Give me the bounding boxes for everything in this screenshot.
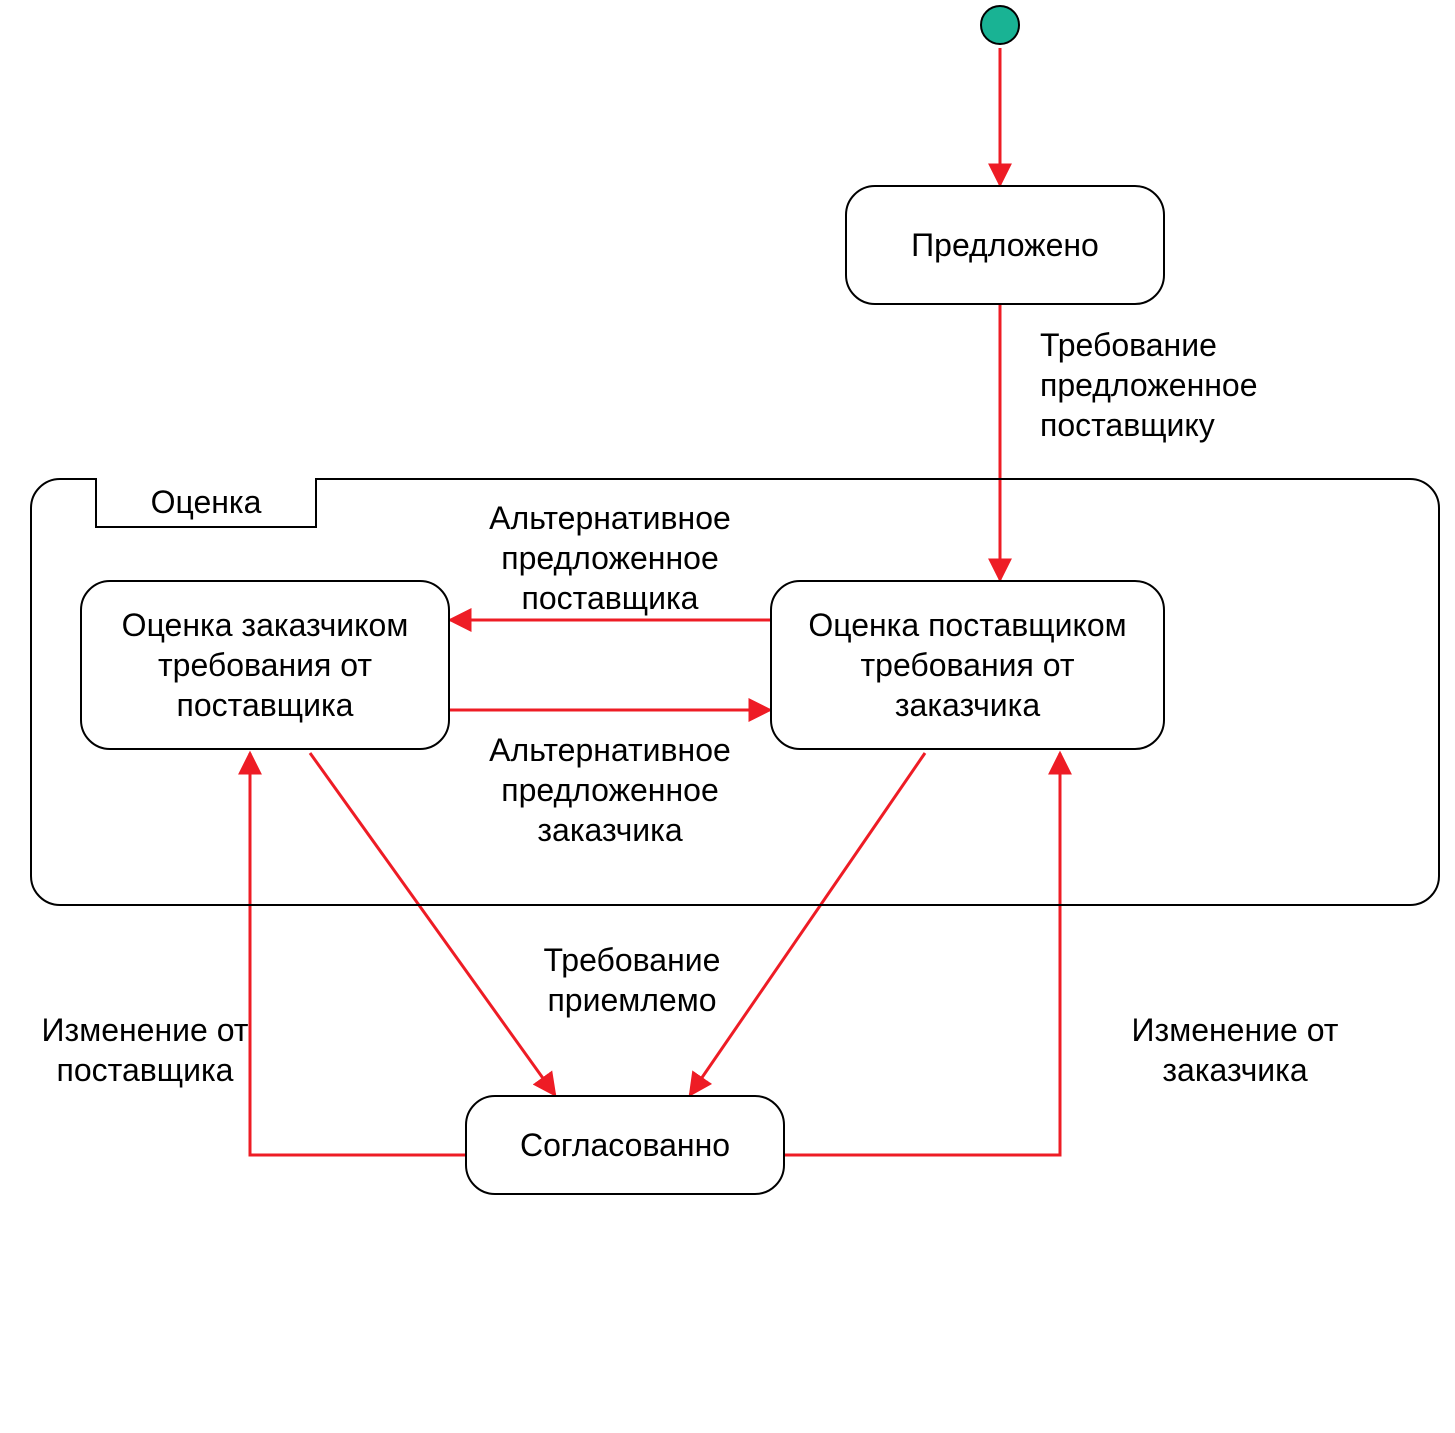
evaluation-container-tab: Оценка [95,478,317,528]
edge-label-e_supp_agreed: Требованиеприемлемо [544,940,721,1020]
state-diagram: Оценка Предложено Оценка заказчикомтребо… [0,0,1455,1433]
node-eval-customer: Оценка заказчикомтребования отпоставщика [80,580,450,750]
edge-label-e_cust_supp: Альтернативноепредложенноезаказчика [489,730,731,850]
evaluation-container-label: Оценка [151,484,262,521]
edge-label-e_supp_cust: Альтернативноепредложенноепоставщика [489,498,731,618]
node-eval-supplier-label: Оценка поставщикомтребования отзаказчика [808,605,1126,725]
node-eval-supplier: Оценка поставщикомтребования отзаказчика [770,580,1165,750]
node-eval-customer-label: Оценка заказчикомтребования отпоставщика [122,605,409,725]
node-agreed: Согласованно [465,1095,785,1195]
edge-label-e_agreed_supp: Изменение отзаказчика [1132,1010,1339,1090]
start-node [980,5,1020,45]
node-proposed: Предложено [845,185,1165,305]
node-proposed-label: Предложено [911,225,1099,265]
edge-label-e_prop_supp: Требованиепредложенноепоставщику [1040,325,1258,445]
edge-label-e_agreed_cust: Изменение отпоставщика [42,1010,249,1090]
node-agreed-label: Согласованно [520,1125,730,1165]
